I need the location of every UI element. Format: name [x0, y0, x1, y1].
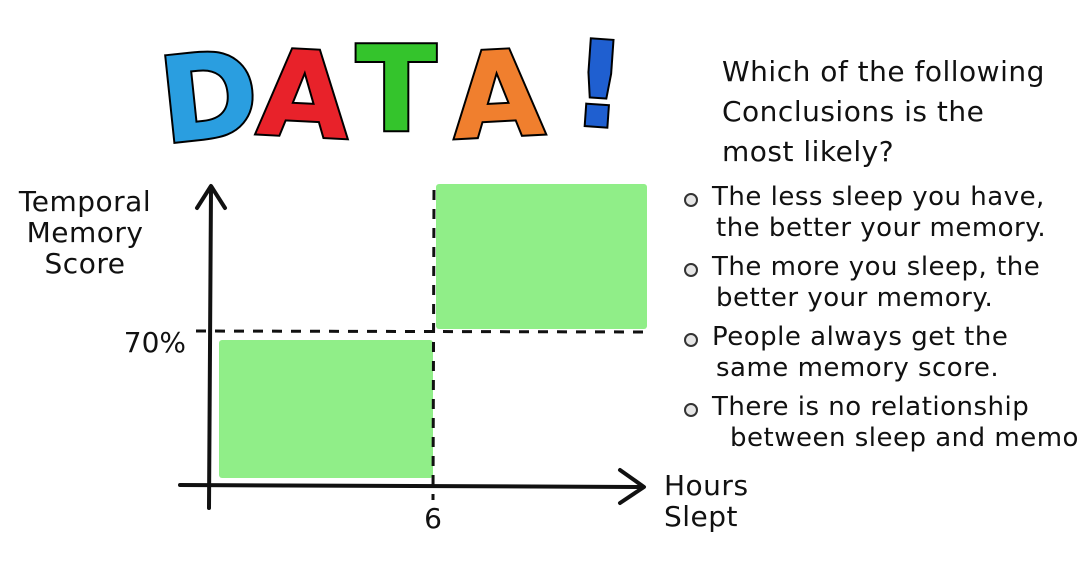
bar-under-6-hours	[219, 340, 433, 478]
bar-over-6-hours	[436, 184, 647, 329]
radio-button[interactable]	[684, 193, 698, 207]
threshold-6-hours-line	[431, 189, 436, 501]
option-same-score[interactable]: People always get the same memory score.	[682, 322, 1078, 384]
option-line: The more you sleep, the	[712, 252, 1041, 282]
option-less-sleep[interactable]: The less sleep you have, the better your…	[682, 182, 1078, 244]
y-tick-70: 70%	[124, 326, 186, 359]
option-line: same memory score.	[716, 353, 1000, 383]
x-axis-label: Hours Slept	[664, 469, 749, 533]
y-axis-label: Temporal Memory Score	[18, 185, 152, 280]
question-line: most likely?	[722, 135, 895, 168]
y-axis-arrow	[195, 184, 227, 210]
option-line: People always get the	[712, 322, 1009, 352]
x-axis-arrow	[618, 468, 646, 505]
radio-button[interactable]	[684, 263, 698, 277]
question-line: Which of the following	[722, 55, 1045, 88]
x-tick-6: 6	[424, 502, 442, 535]
option-line: between sleep and memory.	[730, 423, 1078, 453]
answer-options: The less sleep you have, the better your…	[682, 182, 1078, 460]
option-line: the better your memory.	[716, 213, 1047, 243]
question-line: Conclusions is the	[722, 95, 985, 128]
y-axis	[207, 186, 213, 510]
title-letter-t: T	[354, 20, 438, 158]
x-axis	[178, 483, 644, 489]
radio-button[interactable]	[684, 333, 698, 347]
option-no-relationship[interactable]: There is no relationship between sleep a…	[682, 392, 1078, 454]
threshold-70-line	[195, 329, 649, 334]
question-text: Which of the following Conclusions is th…	[722, 52, 1045, 172]
option-line: better your memory.	[716, 283, 994, 313]
radio-button[interactable]	[684, 403, 698, 417]
option-line: The less sleep you have,	[712, 182, 1045, 212]
option-line: There is no relationship	[712, 392, 1030, 422]
option-more-sleep[interactable]: The more you sleep, the better your memo…	[682, 252, 1078, 314]
